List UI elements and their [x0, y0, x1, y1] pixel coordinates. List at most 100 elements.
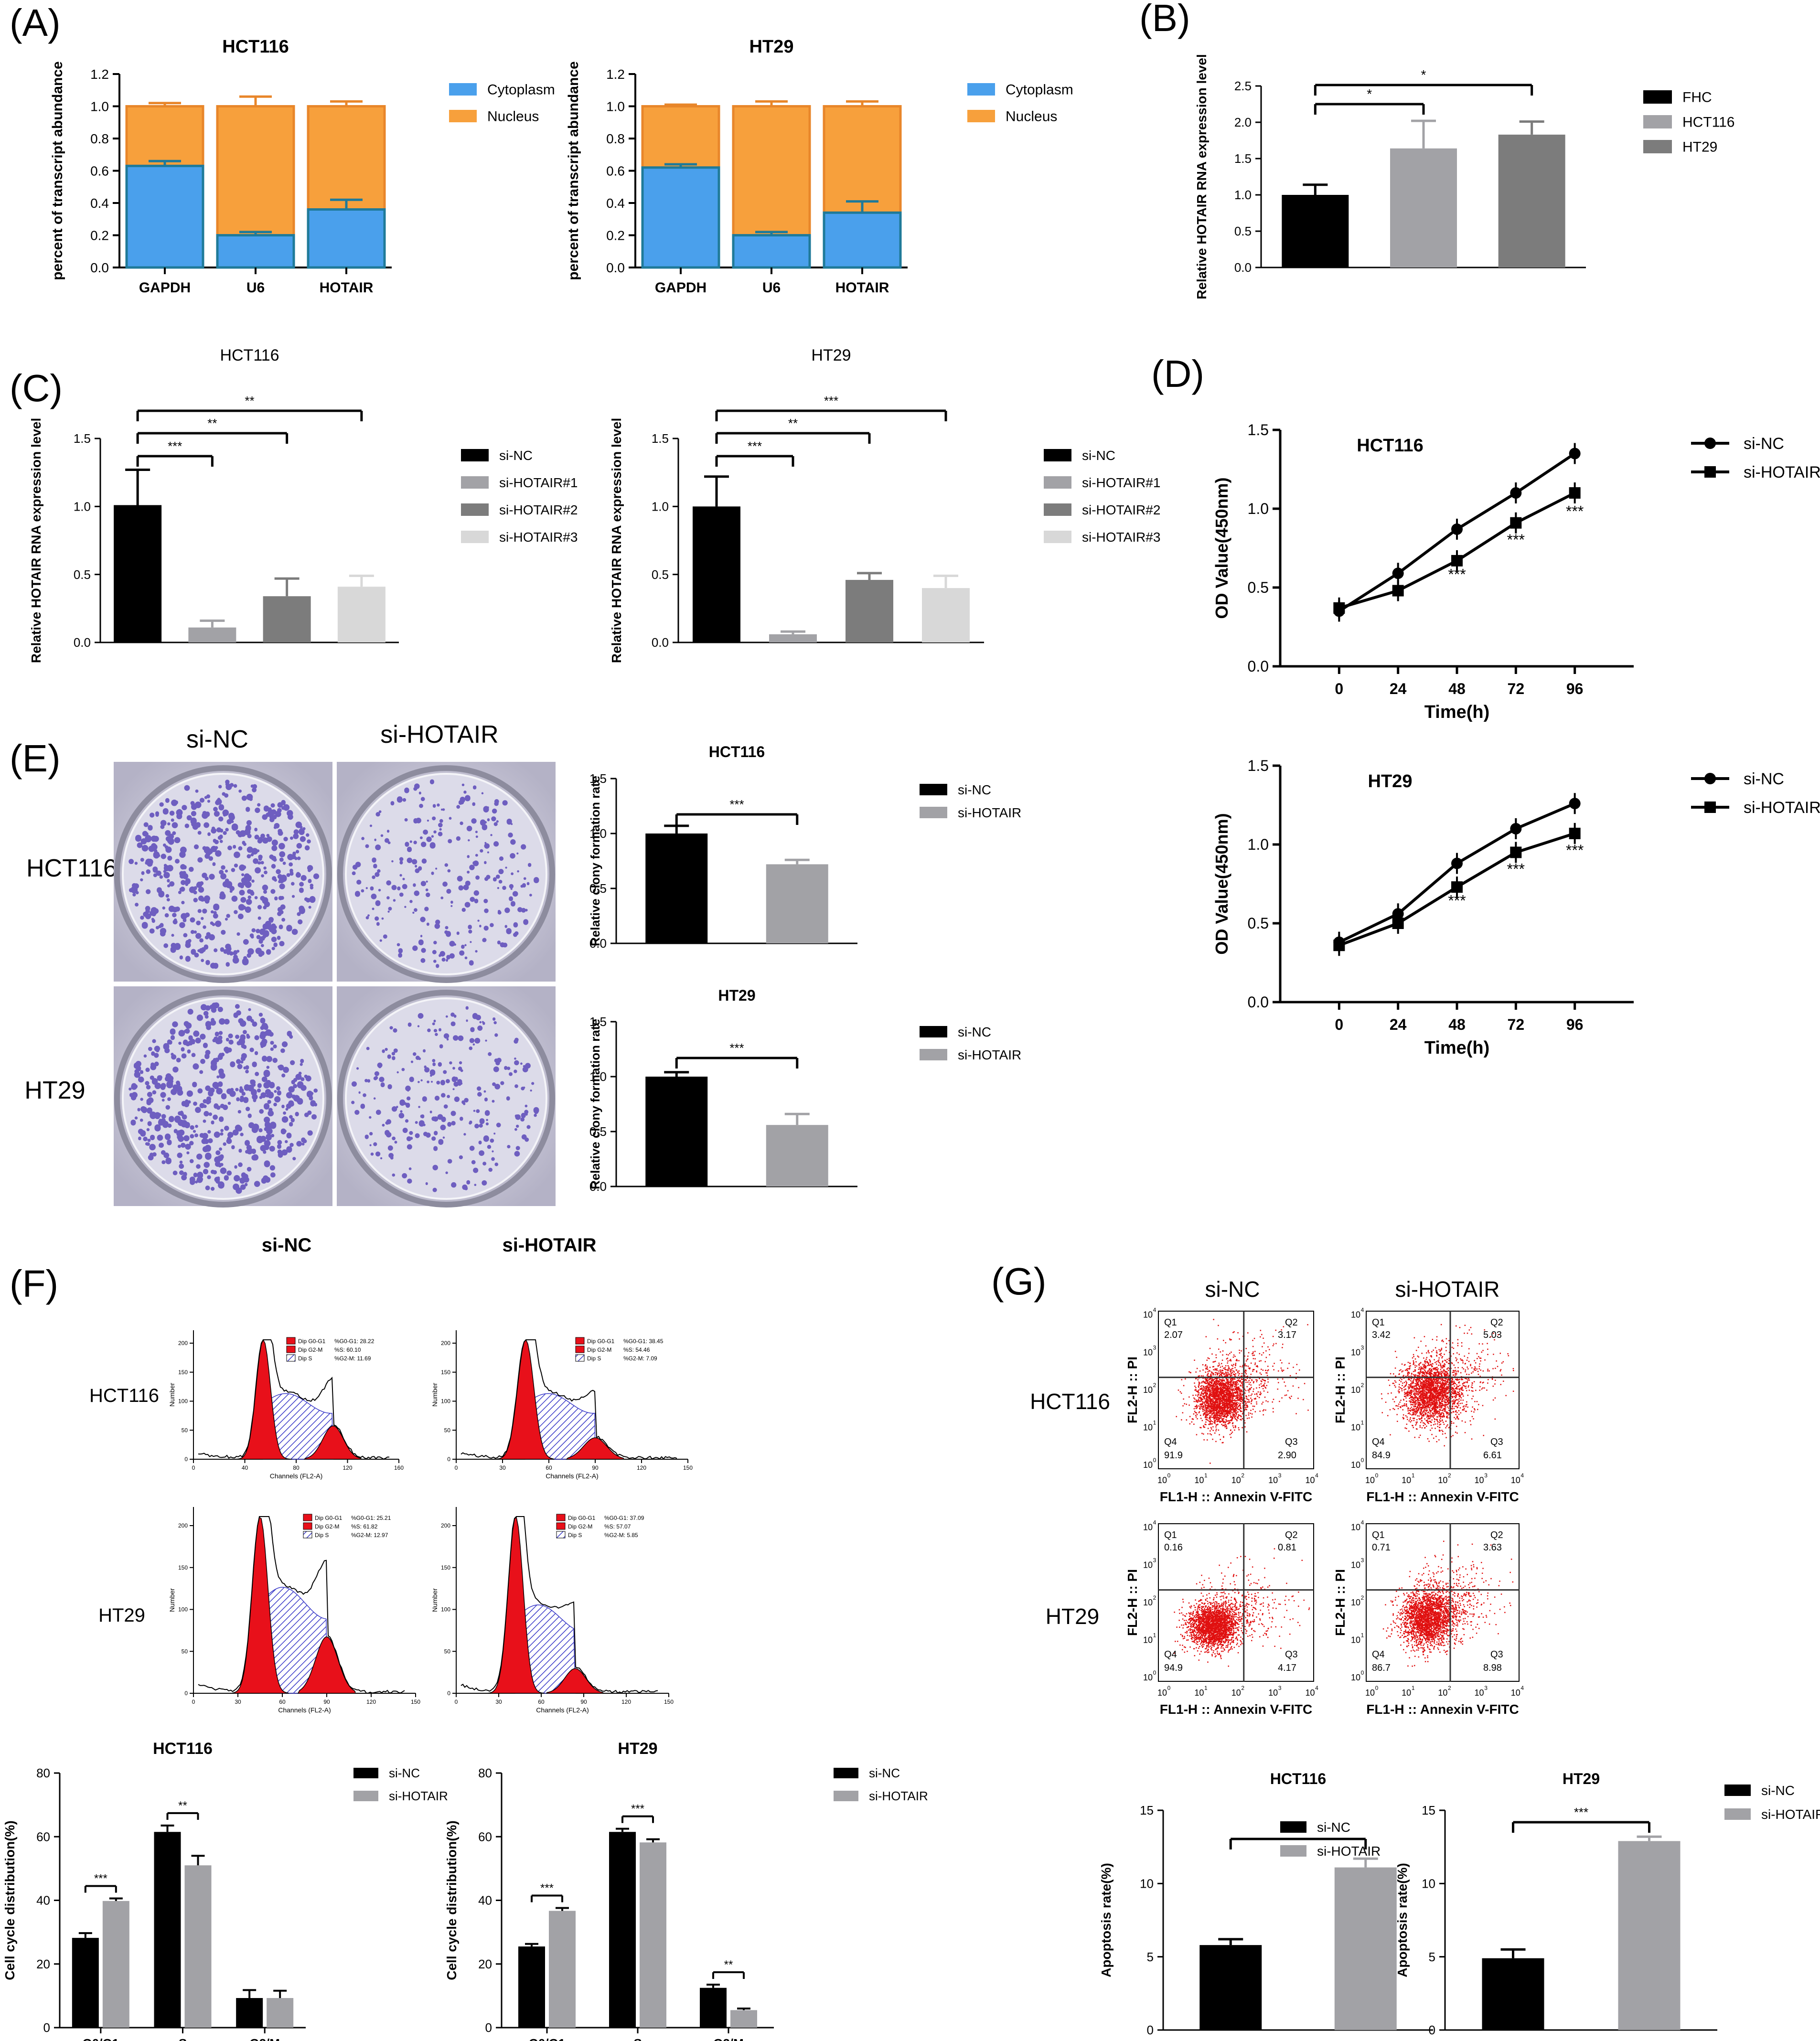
bar-cytoplasm: [307, 208, 386, 269]
y-tick-label: 0: [447, 1456, 450, 1463]
y-tick-label: 10: [1351, 1523, 1360, 1532]
x-tick-label: 10: [1511, 1688, 1520, 1698]
quadrant-value: 0.71: [1372, 1542, 1391, 1553]
legend-label: Nucleus: [487, 109, 539, 125]
x-tick-label: G2/M: [713, 2036, 744, 2041]
x-tick-label: 10: [1438, 1688, 1447, 1698]
data-point-square: [1569, 487, 1581, 499]
x-tick-label: 72: [1508, 680, 1525, 697]
y-tick-label: 0: [447, 1690, 450, 1697]
x-axis-title: FL1-H :: Annexin V-FITC: [1366, 1489, 1519, 1504]
legend-swatch: [449, 110, 477, 122]
legend-label: si-NC: [958, 782, 991, 797]
panel-label: (D): [1151, 353, 1204, 395]
histogram-F-HCT116-SI: 0 30 60 90 120 150 0 50 100 150 200 Channels (FL2-A…: [431, 1330, 693, 1480]
y-tick-label: 10: [1143, 1598, 1153, 1607]
legend-label: si-NC: [389, 1766, 420, 1780]
chart-A1: HCT116 percent of transcript abundance 0.0…: [50, 37, 555, 296]
legend-label: si-HOTAIR#3: [1082, 530, 1160, 545]
bar-nucleus: [823, 105, 902, 214]
chart-title: HCT116: [153, 1740, 213, 1758]
g2m-peak: [546, 1668, 605, 1694]
bar: [1334, 1867, 1397, 2030]
legend-label: Dip G0-G1: [315, 1515, 343, 1521]
chart-G2: HT29 Apoptosis rate(%) 0 5 10 15 *** si-NC si-HO…: [1395, 1770, 1820, 2037]
apoptosis-dot-plots: si-NC si-HOTAIR HCT116 HT29 Q1 2.07 Q2 3.17 Q3 2.…: [1030, 1277, 1524, 1717]
y-tick-label: 0: [184, 1690, 188, 1697]
y-tick-label: 1.5: [1248, 757, 1269, 774]
y-axis-title: OD Value(450nm): [1212, 477, 1231, 619]
legend-label: si-HOTAIR: [1744, 463, 1820, 481]
bar-nucleus: [125, 105, 204, 167]
bar-si-hotair: [640, 1842, 666, 2028]
legend-swatch: [920, 784, 947, 795]
panel-label: (F): [10, 1262, 58, 1305]
legend-swatch: [303, 1531, 312, 1539]
legend-label: Dip G0-G1: [568, 1515, 596, 1521]
y-tick-label: 1.0: [589, 826, 607, 841]
event-dots: [1173, 1548, 1310, 1667]
legend-value: %G2-M: 12.97: [351, 1532, 388, 1539]
x-tick-exponent: 3: [1278, 1472, 1282, 1479]
plate-well: [345, 997, 547, 1200]
y-axis-title: Relative clony formation rate: [588, 1019, 602, 1189]
y-tick-label: 10: [1351, 1560, 1360, 1570]
x-tick-label: S: [179, 2036, 187, 2041]
x-tick-label: 72: [1508, 1016, 1525, 1033]
y-tick-exponent: 1: [1153, 1632, 1156, 1638]
x-tick-exponent: 2: [1241, 1472, 1244, 1479]
legend-value: %S: 61.82: [351, 1523, 378, 1530]
legend-value: %G0-G1: 25.21: [351, 1515, 391, 1521]
x-tick-label: GAPDH: [139, 280, 191, 296]
y-tick-label: 150: [441, 1564, 450, 1571]
x-tick-exponent: 1: [1204, 1685, 1208, 1691]
chart-title: HT29: [749, 37, 794, 57]
legend-marker: [1704, 773, 1716, 784]
s-phase-area: [259, 1587, 327, 1694]
y-tick-label: 1.0: [1234, 188, 1252, 202]
bar-nucleus: [641, 105, 720, 169]
y-tick-label: 200: [178, 1340, 188, 1346]
x-tick-label: 60: [546, 1464, 552, 1471]
quadrant-name: Q4: [1372, 1437, 1385, 1447]
significance-label: ***: [540, 1881, 554, 1894]
legend-label: si-NC: [1744, 770, 1784, 788]
x-tick-exponent: 2: [1448, 1685, 1451, 1691]
y-tick-label: 0.0: [589, 936, 607, 951]
y-tick-label: 40: [36, 1893, 50, 1908]
y-axis-title: FL2-H :: PI: [1333, 1357, 1348, 1423]
y-tick-label: 10: [1351, 1598, 1360, 1607]
y-tick-label: 10: [1422, 1876, 1435, 1891]
x-tick-exponent: 3: [1278, 1685, 1282, 1691]
x-tick-exponent: 2: [1241, 1685, 1244, 1691]
y-tick-label: 15: [1140, 1803, 1154, 1817]
y-tick-label: 0.0: [90, 260, 109, 275]
y-tick-label: 100: [178, 1398, 188, 1405]
row-label: HCT116: [89, 1385, 159, 1406]
chart-title: HT29: [1563, 1770, 1600, 1787]
legend-value: %S: 60.10: [334, 1346, 361, 1353]
chart-title: HCT116: [222, 37, 289, 57]
legend-swatch: [1643, 140, 1672, 153]
quadrant-name: Q3: [1490, 1649, 1503, 1660]
y-tick-label: 0.2: [606, 228, 625, 243]
row-label: HT29: [24, 1077, 85, 1104]
legend-label: HT29: [1682, 139, 1717, 155]
legend-swatch: [920, 1049, 947, 1060]
significance-label: ***: [824, 394, 838, 408]
y-tick-exponent: 1: [1361, 1419, 1364, 1426]
legend-swatch: [449, 83, 477, 96]
y-tick-label: 80: [478, 1766, 492, 1780]
histogram-envelope: [198, 1516, 405, 1694]
x-tick-label: 90: [592, 1464, 599, 1471]
x-tick-label: HOTAIR: [320, 280, 374, 296]
x-tick-label: 0: [1335, 680, 1343, 697]
y-tick-exponent: 2: [1153, 1382, 1156, 1389]
bar-cytoplasm: [641, 166, 720, 269]
y-tick-label: 100: [178, 1606, 188, 1613]
y-tick-label: 50: [444, 1648, 451, 1655]
data-point-square: [1333, 940, 1345, 951]
